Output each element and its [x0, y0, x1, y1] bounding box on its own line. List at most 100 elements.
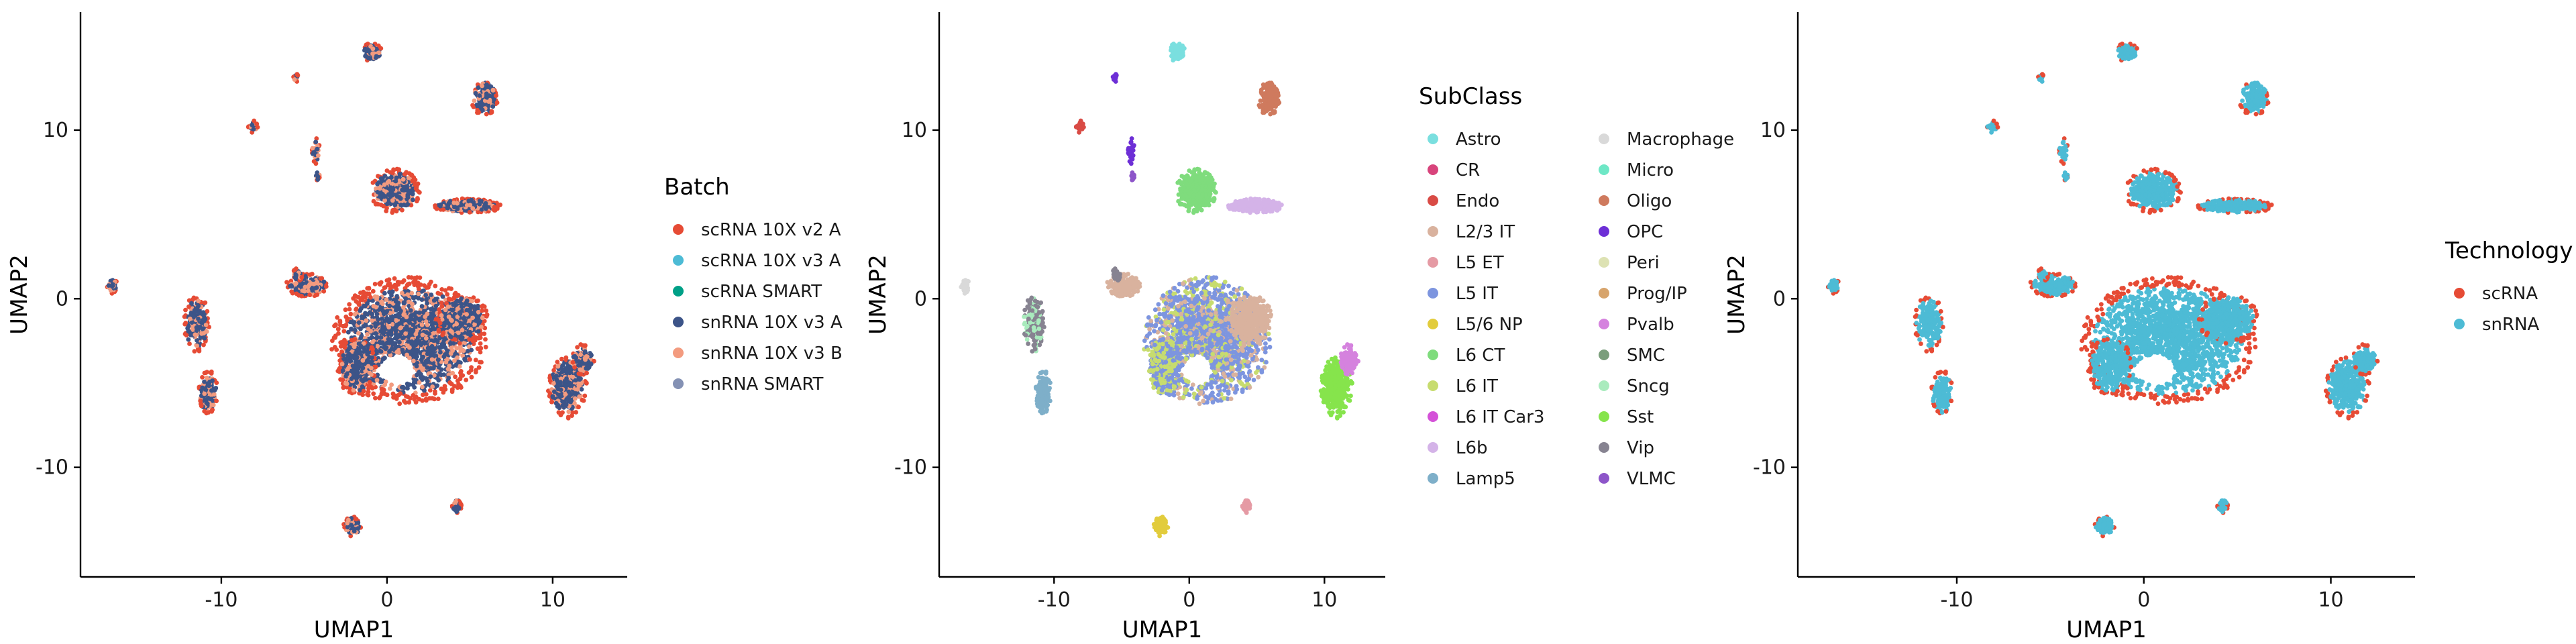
data-point	[357, 364, 362, 370]
data-point	[380, 341, 384, 346]
data-point	[380, 356, 386, 362]
data-point	[211, 402, 216, 408]
data-point	[187, 316, 193, 321]
data-point	[191, 295, 197, 301]
data-point	[411, 380, 417, 385]
data-point	[202, 391, 207, 396]
data-point	[363, 48, 368, 52]
data-point	[407, 345, 412, 350]
data-point	[576, 383, 581, 388]
data-point	[368, 329, 373, 334]
data-point	[449, 387, 455, 392]
data-point	[436, 327, 441, 333]
data-point	[209, 409, 215, 414]
data-point	[345, 366, 350, 372]
data-point	[476, 298, 480, 303]
data-point	[352, 527, 357, 531]
data-point	[447, 364, 452, 368]
data-point	[336, 331, 341, 336]
data-point	[441, 323, 447, 328]
data-point	[568, 383, 573, 388]
data-point	[467, 210, 472, 215]
data-point	[384, 168, 390, 173]
data-point	[360, 384, 365, 389]
data-point	[299, 275, 305, 280]
data-point	[352, 341, 357, 347]
data-point	[310, 146, 315, 151]
data-point	[433, 283, 438, 288]
data-point	[192, 308, 197, 313]
data-point	[452, 337, 458, 342]
data-point	[467, 337, 472, 342]
data-point	[302, 288, 307, 294]
data-point	[480, 308, 485, 313]
data-point	[437, 345, 443, 350]
data-point	[187, 341, 192, 346]
data-point	[581, 398, 586, 403]
data-point	[464, 312, 469, 317]
data-point	[205, 309, 210, 314]
data-point	[429, 357, 435, 362]
data-point	[401, 278, 407, 283]
data-point	[339, 362, 345, 367]
data-point	[451, 303, 456, 307]
data-point	[405, 386, 410, 391]
data-point	[572, 354, 578, 359]
data-point	[198, 398, 203, 403]
data-point	[417, 310, 422, 315]
data-point	[460, 327, 465, 333]
data-point	[186, 337, 191, 342]
data-point	[413, 294, 418, 300]
data-point	[439, 372, 444, 378]
data-point	[313, 292, 319, 298]
data-point	[338, 323, 343, 328]
data-point	[429, 292, 434, 297]
data-point	[468, 329, 473, 335]
data-point	[201, 342, 206, 347]
data-point	[369, 355, 374, 360]
data-point	[450, 370, 455, 376]
data-point	[360, 358, 366, 363]
data-point	[445, 292, 450, 297]
data-point	[441, 330, 446, 335]
data-point	[358, 327, 363, 331]
data-point	[408, 331, 413, 337]
data-point	[394, 209, 399, 214]
data-point	[294, 291, 299, 297]
data-point	[451, 506, 456, 511]
data-point	[193, 332, 198, 337]
data-point	[480, 102, 485, 107]
data-point	[390, 187, 396, 193]
data-point	[409, 339, 415, 344]
data-point	[378, 348, 382, 354]
data-point	[293, 286, 299, 292]
data-point	[478, 345, 483, 351]
data-point	[381, 387, 386, 392]
data-point	[374, 378, 380, 383]
data-point	[195, 343, 199, 348]
data-point	[472, 98, 477, 103]
data-point	[376, 317, 380, 322]
data-point	[556, 410, 561, 415]
data-point	[205, 370, 209, 374]
data-point	[456, 330, 461, 335]
data-point	[466, 323, 472, 327]
data-point	[378, 186, 382, 191]
data-point	[469, 365, 474, 370]
data-point	[389, 382, 394, 387]
data-point	[359, 306, 364, 311]
data-point	[470, 299, 474, 304]
data-point	[429, 317, 434, 322]
data-point	[473, 358, 478, 363]
data-point	[433, 317, 439, 322]
data-point	[564, 366, 569, 371]
data-point	[307, 292, 312, 297]
data-point	[335, 315, 340, 320]
data-point	[201, 326, 205, 331]
data-point	[399, 290, 405, 296]
data-point	[458, 385, 464, 390]
y-tick-label: 10	[43, 119, 68, 142]
scatter-points	[105, 42, 596, 539]
data-point	[570, 413, 574, 418]
